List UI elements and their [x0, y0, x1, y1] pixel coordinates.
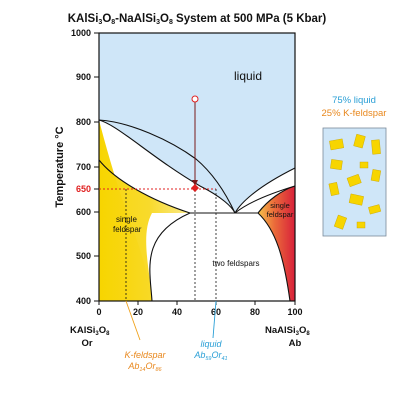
x-tick-100: 100 [287, 307, 302, 317]
endmember-or-abbr: Or [81, 338, 92, 349]
crystal-7 [370, 169, 382, 182]
liquid-annotation-label: liquid [200, 339, 222, 349]
crystal-11 [333, 214, 348, 230]
crystal-8 [328, 182, 340, 196]
y-tick-900: 900 [76, 72, 91, 82]
kfeldspar-annotation-composition: Ab14Or86 [127, 361, 162, 373]
endmember-ab-formula: NaAlSi3O8 [265, 325, 310, 337]
single-feldspar-right-label-2: feldspar [267, 210, 294, 219]
endmember-or-formula: KAlSi3O8 [70, 325, 110, 337]
cooling-path-arrowhead [192, 180, 198, 186]
y-tick-400: 400 [76, 296, 91, 306]
x-tick-80: 80 [250, 307, 260, 317]
crystal-mush-inset [322, 127, 387, 237]
single-feldspar-na-field [258, 186, 295, 301]
single-feldspar-left-label-1: single [116, 215, 137, 224]
y-axis-label: Temperature °C [54, 126, 66, 207]
x-axis: 0 20 40 60 80 100 [96, 301, 303, 317]
liquid-annotation-composition: Ab59Or41 [193, 350, 227, 362]
y-tick-700: 700 [76, 162, 91, 172]
crystal-4 [330, 159, 343, 171]
liquidus-curve [98, 119, 236, 214]
na-solidus-curve [257, 185, 296, 214]
single-feldspar-right-label-1: single [270, 201, 290, 210]
solidus-curve-right [234, 185, 296, 214]
y-axis: 1000 900 800 700 650 600 500 400 [71, 28, 99, 306]
x-tick-20: 20 [133, 307, 143, 317]
crystal-5 [359, 161, 369, 169]
y-tick-1000: 1000 [71, 28, 91, 38]
solidus-curve [98, 119, 236, 214]
liquidus-curve-right [234, 167, 296, 214]
y-tick-500: 500 [76, 251, 91, 261]
x-tick-40: 40 [172, 307, 182, 317]
legend-liquid-percent: 75% liquid [332, 95, 376, 106]
x-tick-0: 0 [96, 307, 101, 317]
kfeldspar-annotation-label: K-feldspar [124, 350, 166, 360]
two-feldspars-label: two feldspars [212, 259, 259, 268]
y-tick-800: 800 [76, 117, 91, 127]
single-feldspar-left-label-2: feldspar [113, 225, 142, 234]
crystal-10 [368, 204, 382, 215]
crystal-9 [348, 193, 364, 206]
left-solvus-curve [149, 212, 191, 302]
legend-kfeldspar-percent: 25% K-feldspar [322, 108, 387, 119]
x-tick-60: 60 [211, 307, 221, 317]
crystal-6 [346, 173, 362, 188]
single-feldspar-left-field [99, 160, 190, 301]
state-point-marker [191, 184, 199, 192]
y-tick-600: 600 [76, 207, 91, 217]
two-feldspar-field [149, 213, 290, 301]
crystal-1 [329, 138, 344, 151]
kfeldspar-leader [125, 300, 141, 341]
liquid-leader [212, 300, 217, 339]
crystal-3 [371, 139, 381, 155]
liquid-region-label: liquid [234, 69, 262, 83]
chart-title: KAlSi3O8-NaAlSi3O8 System at 500 MPa (5 … [68, 13, 327, 26]
endmember-ab-abbr: Ab [289, 338, 302, 349]
y-tick-650: 650 [76, 184, 91, 194]
crystal-12 [356, 221, 366, 229]
right-solvus-curve [257, 212, 291, 302]
starting-point-marker [191, 95, 199, 103]
crystal-2 [353, 133, 366, 149]
